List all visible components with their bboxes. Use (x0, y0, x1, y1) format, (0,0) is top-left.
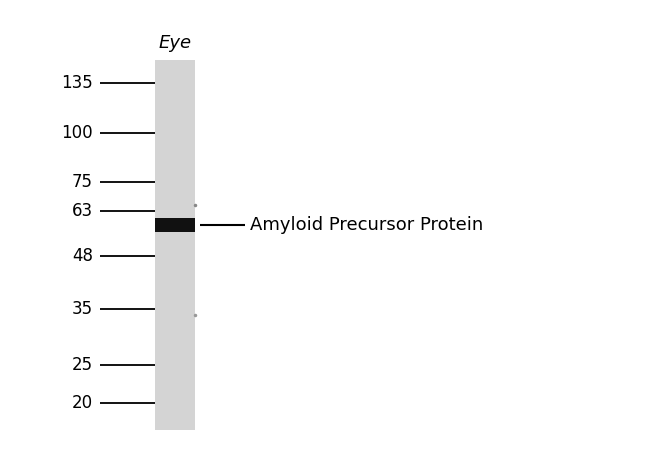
Text: Amyloid Precursor Protein: Amyloid Precursor Protein (250, 216, 483, 234)
Text: 25: 25 (72, 356, 93, 375)
Bar (155, 218, 195, 232)
Text: 35: 35 (72, 300, 93, 318)
Text: 100: 100 (61, 125, 93, 142)
Text: 75: 75 (72, 172, 93, 190)
Text: 20: 20 (72, 394, 93, 412)
Text: 135: 135 (61, 74, 93, 92)
Text: 63: 63 (72, 202, 93, 219)
Text: Eye: Eye (159, 34, 192, 52)
Bar (155, 60, 195, 430)
Text: 48: 48 (72, 247, 93, 265)
